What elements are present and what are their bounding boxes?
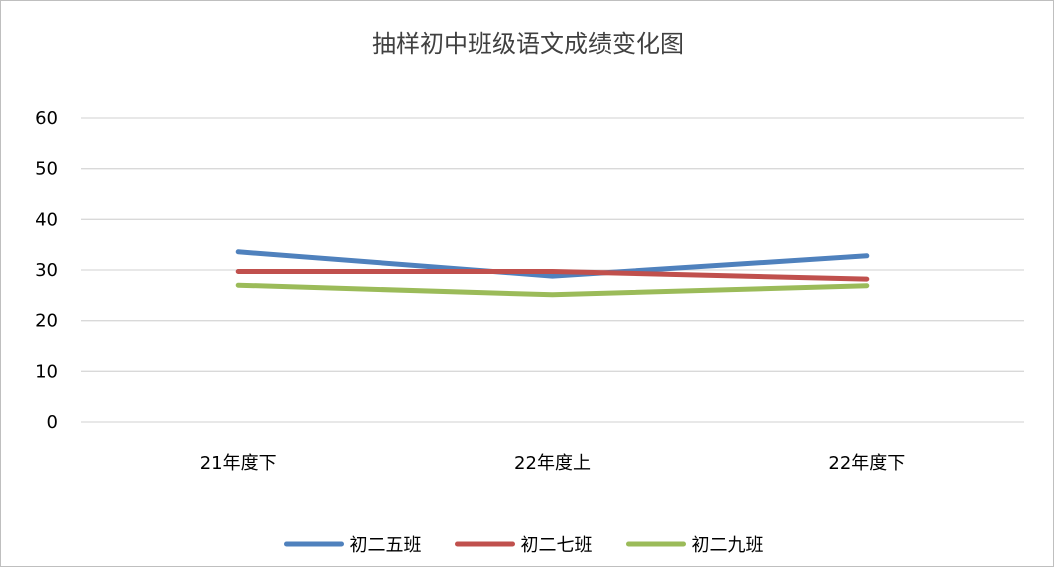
y-tick-label: 50 <box>35 159 58 180</box>
y-tick-label: 60 <box>35 108 58 129</box>
series-line-3 <box>235 282 870 298</box>
legend-item: 初二七班 <box>455 535 593 556</box>
y-tick-label: 20 <box>35 311 58 332</box>
legend: 初二五班 初二七班 初二九班 <box>284 535 764 556</box>
y-axis: 0 10 20 30 40 50 60 <box>35 108 58 433</box>
chart-title: 抽样初中班级语文成绩变化图 <box>372 30 684 58</box>
x-tick-label: 22年度上 <box>514 453 591 474</box>
y-tick-label: 10 <box>35 361 58 382</box>
x-axis: 21年度下 22年度上 22年度下 <box>200 453 906 474</box>
series-line-2 <box>235 269 870 282</box>
x-tick-label: 22年度下 <box>828 453 905 474</box>
legend-item: 初二九班 <box>626 535 764 556</box>
x-tick-label: 21年度下 <box>200 453 277 474</box>
legend-item: 初二五班 <box>284 535 422 556</box>
legend-label: 初二九班 <box>692 535 764 556</box>
y-tick-label: 0 <box>47 412 58 433</box>
legend-label: 初二五班 <box>350 535 422 556</box>
legend-label: 初二七班 <box>521 535 593 556</box>
series-line-1 <box>235 249 870 279</box>
series-lines <box>235 249 870 298</box>
y-tick-label: 40 <box>35 209 58 230</box>
y-tick-label: 30 <box>35 260 58 281</box>
